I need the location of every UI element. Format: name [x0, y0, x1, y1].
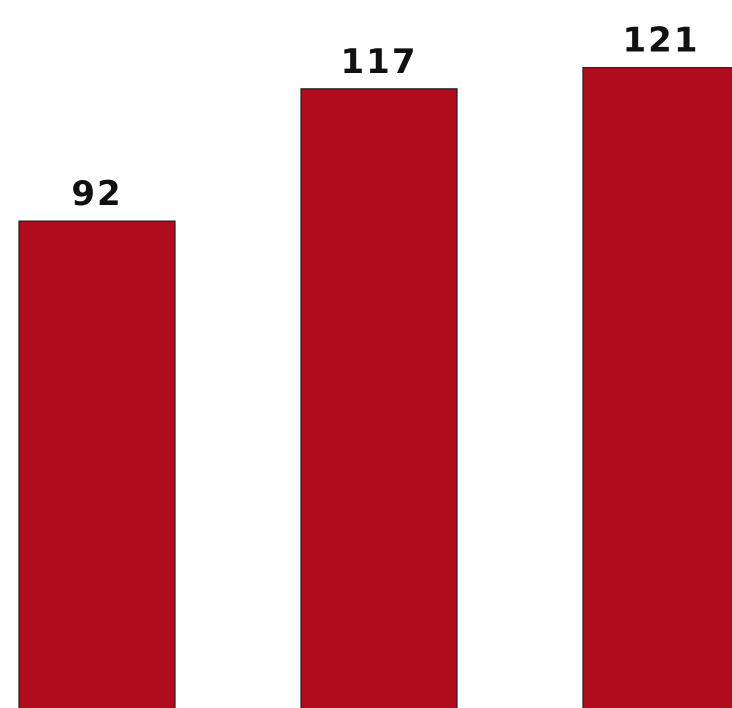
bar-3 — [582, 67, 732, 708]
data-labels-layer: 92 117 121 — [71, 21, 700, 214]
bars-layer — [18, 67, 732, 708]
bar-1 — [18, 220, 176, 708]
bar-2 — [300, 88, 458, 708]
bar-3-value-label: 121 — [623, 21, 700, 61]
bar-1-value-label: 92 — [71, 174, 122, 214]
bar-2-value-label: 117 — [341, 42, 418, 82]
